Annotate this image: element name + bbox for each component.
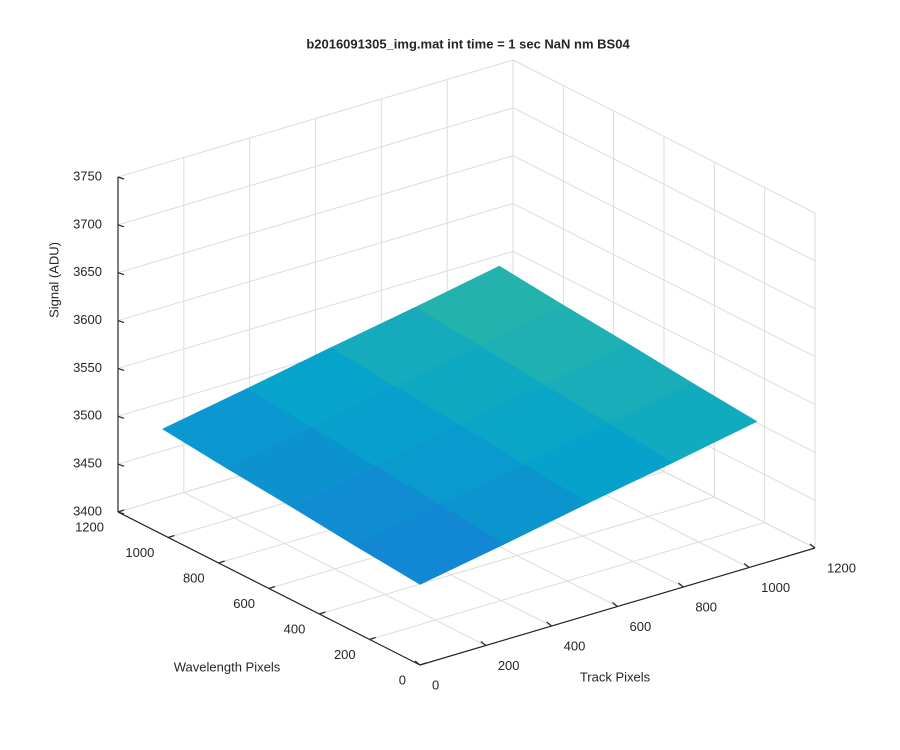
tick-mark — [677, 582, 684, 588]
y-tick-label: 1200 — [75, 519, 104, 534]
tick-mark — [168, 534, 175, 539]
tick-mark — [414, 660, 421, 666]
tick-mark — [809, 543, 816, 549]
grid-line — [117, 107, 514, 226]
grid-line — [117, 250, 514, 369]
y-tick-label: 1000 — [125, 545, 154, 560]
y-tick-label: 0 — [399, 672, 406, 687]
z-tick-label: 3650 — [73, 264, 102, 279]
x-tick-label: 800 — [695, 599, 717, 614]
z-tick-label: 3700 — [73, 216, 102, 231]
tick-mark — [117, 272, 125, 276]
x-tick-label: 200 — [498, 658, 520, 673]
z-tick-label: 3750 — [73, 168, 102, 183]
x-tick-label: 0 — [432, 677, 439, 692]
surface-patch — [355, 504, 505, 585]
grid-line — [512, 59, 816, 214]
tick-mark — [319, 611, 326, 615]
z-axis-label: Signal (ADU) — [46, 242, 61, 318]
tick-mark — [117, 463, 125, 467]
x-tick-label: 1200 — [827, 560, 856, 575]
tick-mark — [369, 636, 376, 641]
grid-line — [117, 203, 514, 322]
grid-line — [512, 203, 816, 358]
y-tick-label: 400 — [284, 621, 306, 636]
tick-mark — [546, 621, 553, 627]
y-axis-label: Wavelength Pixels — [174, 659, 281, 674]
tick-mark — [268, 585, 276, 590]
z-tick-label: 3600 — [73, 312, 102, 327]
tick-mark — [117, 320, 125, 324]
z-tick-label: 3500 — [73, 408, 102, 423]
tick-mark — [117, 415, 125, 419]
chart-title: b2016091305_img.mat int time = 1 sec NaN… — [306, 36, 630, 51]
tick-mark — [218, 560, 225, 564]
grid-line — [117, 59, 514, 178]
grid-line — [512, 155, 816, 310]
z-tick-label: 3450 — [73, 456, 102, 471]
tick-mark — [480, 641, 487, 646]
tick-mark — [117, 367, 125, 371]
z-tick-label: 3550 — [73, 360, 102, 375]
grid-line — [117, 155, 514, 274]
tick-mark — [612, 602, 618, 607]
y-tick-label: 600 — [233, 596, 255, 611]
grid-line — [319, 496, 715, 615]
tick-mark — [419, 662, 427, 666]
tick-mark — [117, 176, 125, 180]
y-tick-label: 200 — [334, 647, 356, 662]
x-axis-label: Track Pixels — [580, 669, 651, 684]
y-tick-label: 800 — [183, 570, 205, 585]
z-tick-label: 3400 — [73, 503, 102, 518]
grid-line — [512, 250, 816, 405]
tick-mark — [117, 509, 125, 513]
grid-line — [369, 522, 765, 640]
x-tick-label: 1000 — [761, 580, 790, 595]
tick-mark — [743, 563, 750, 568]
tick-mark — [117, 511, 125, 515]
x-tick-label: 400 — [564, 638, 586, 653]
x-tick-label: 600 — [630, 619, 652, 634]
tick-mark — [117, 224, 125, 228]
grid-line — [512, 107, 816, 262]
